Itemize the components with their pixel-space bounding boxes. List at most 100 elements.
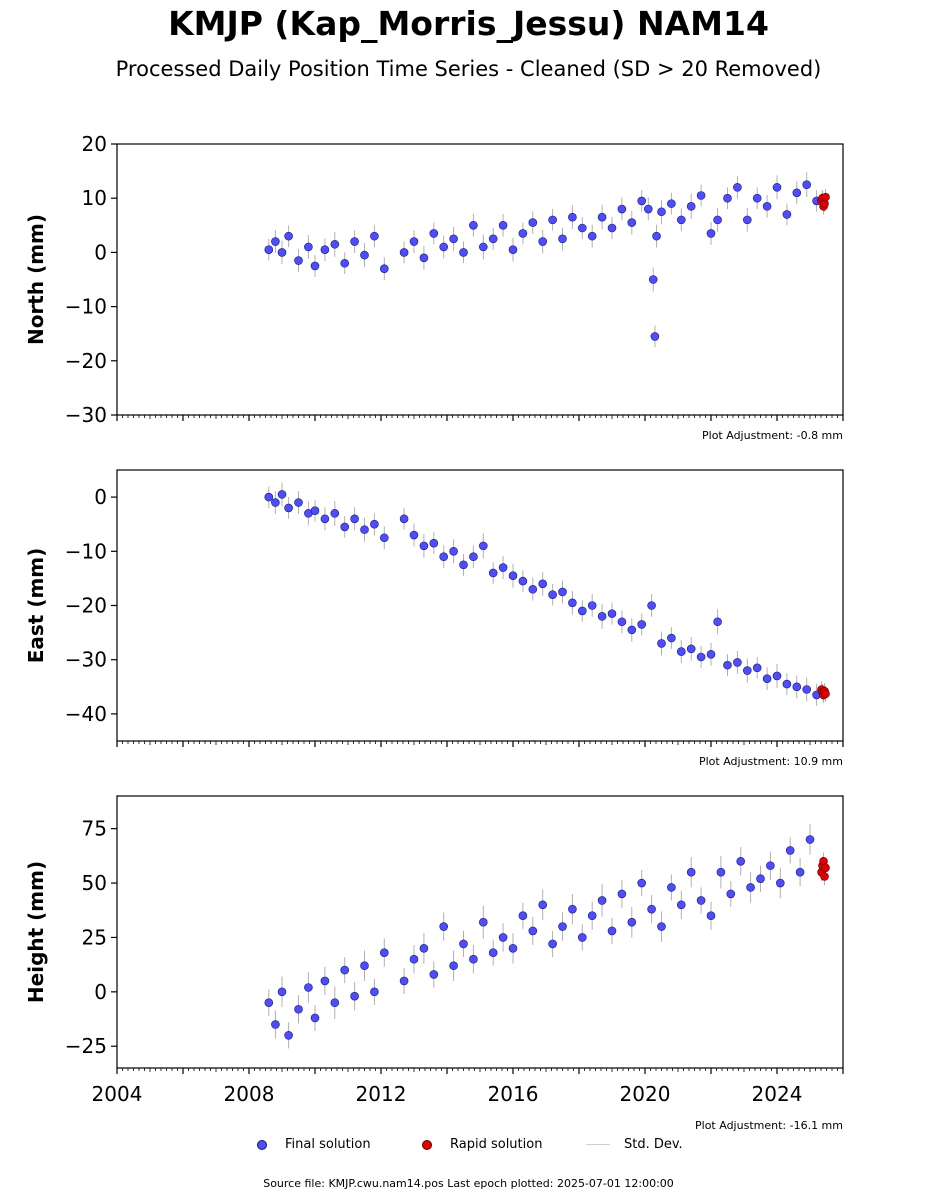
height-final-point (294, 1004, 303, 1014)
north-final-point (627, 218, 637, 227)
height-final-point (597, 896, 607, 905)
east-final-point (518, 576, 528, 586)
north-final-point (350, 237, 359, 246)
north-final-point (558, 234, 567, 244)
north-final-point (419, 253, 429, 263)
height-final-point (379, 948, 389, 957)
east-final-point (439, 552, 449, 562)
north-final-point (792, 188, 802, 198)
east-final-point (676, 647, 686, 656)
height-ylabel: Height (mm) (24, 861, 48, 1003)
east-final-point (686, 644, 696, 654)
north-final-point (304, 242, 313, 252)
east-final-point (330, 509, 340, 518)
height-final-point (676, 900, 686, 910)
north-final-point (264, 245, 274, 254)
east-final-point (733, 658, 742, 667)
east-ytick-label: −10 (65, 539, 107, 563)
height-final-point (304, 983, 313, 992)
east-final-point (723, 660, 732, 670)
north-final-point (277, 248, 287, 257)
height-final-point (419, 944, 429, 953)
north-final-point (648, 275, 658, 284)
east-final-point (713, 617, 722, 627)
east-final-point (310, 506, 320, 515)
north-final-point (706, 229, 716, 238)
east-final-point (752, 663, 762, 673)
north-final-point (686, 202, 696, 211)
east-final-point (284, 503, 293, 513)
height-final-point (264, 998, 274, 1008)
height-final-point (469, 954, 478, 964)
east-final-point (742, 666, 752, 675)
north-final-point (528, 218, 538, 227)
north-final-point (577, 223, 587, 233)
height-final-point (518, 911, 528, 920)
east-final-point (802, 685, 812, 694)
north-final-point (294, 256, 303, 265)
legend-std: Std. Dev. (586, 1137, 683, 1152)
north-final-point (469, 221, 478, 230)
height-final-point (607, 926, 617, 936)
height-final-point (568, 904, 577, 914)
height-final-point (360, 961, 369, 971)
legend-rapid: Rapid solution (422, 1137, 542, 1152)
north-final-point (271, 237, 280, 246)
north-final-point (409, 237, 419, 246)
east-final-point (782, 679, 792, 689)
east-final-point (488, 568, 498, 578)
east-final-point (379, 533, 389, 543)
east-ylabel: East (mm) (24, 548, 48, 664)
east-final-point (320, 514, 330, 524)
north-final-point (652, 231, 661, 241)
east-final-point (277, 490, 287, 499)
east-final-point (647, 601, 656, 610)
legend: Final solution Rapid solution Std. Dev. (0, 1137, 937, 1157)
north-final-point (733, 183, 742, 192)
north-final-point (782, 210, 792, 219)
height-plot-frame (116, 795, 844, 1069)
north-ytick-label: 0 (94, 240, 107, 264)
height-final-point (696, 896, 706, 905)
east-rapid-point (821, 689, 830, 699)
east-final-point (558, 587, 567, 597)
north-final-point (643, 204, 653, 214)
height-final-point (756, 874, 765, 883)
east-final-point (350, 514, 359, 524)
north-final-point (340, 258, 350, 268)
height-final-point (726, 889, 736, 899)
east-final-point (772, 671, 782, 681)
height-rapid-point (820, 872, 829, 881)
north-ytick-label: −30 (65, 403, 107, 427)
east-final-point (667, 633, 676, 643)
height-final-point (429, 970, 439, 979)
north-final-point (568, 212, 577, 222)
east-final-point (762, 674, 772, 683)
height-adjustment-note: Plot Adjustment: -16.1 mm (695, 1119, 843, 1132)
east-final-point (657, 639, 666, 648)
north-ytick-label: −10 (65, 295, 107, 319)
north-final-point (379, 264, 389, 273)
height-final-point (488, 948, 498, 957)
height-final-point (795, 867, 805, 877)
east-plot-frame (116, 469, 844, 742)
height-xtick-label: 2016 (488, 1082, 539, 1106)
east-final-point (399, 514, 409, 524)
height-final-point (706, 911, 716, 920)
height-final-point (577, 933, 587, 942)
north-final-point (310, 261, 320, 271)
north-final-point (723, 193, 732, 203)
height-final-point (508, 944, 518, 953)
height-final-point (587, 911, 597, 920)
height-final-point (766, 861, 775, 870)
height-xtick-label: 2008 (224, 1082, 275, 1106)
final-marker-icon (257, 1139, 267, 1150)
north-final-point (370, 231, 379, 241)
east-final-point (538, 579, 548, 589)
north-rapid-point (821, 192, 830, 202)
east-final-point (478, 541, 488, 551)
east-final-point (587, 601, 597, 610)
east-final-point (528, 584, 538, 594)
north-final-point (508, 245, 518, 254)
height-final-point (627, 917, 637, 927)
